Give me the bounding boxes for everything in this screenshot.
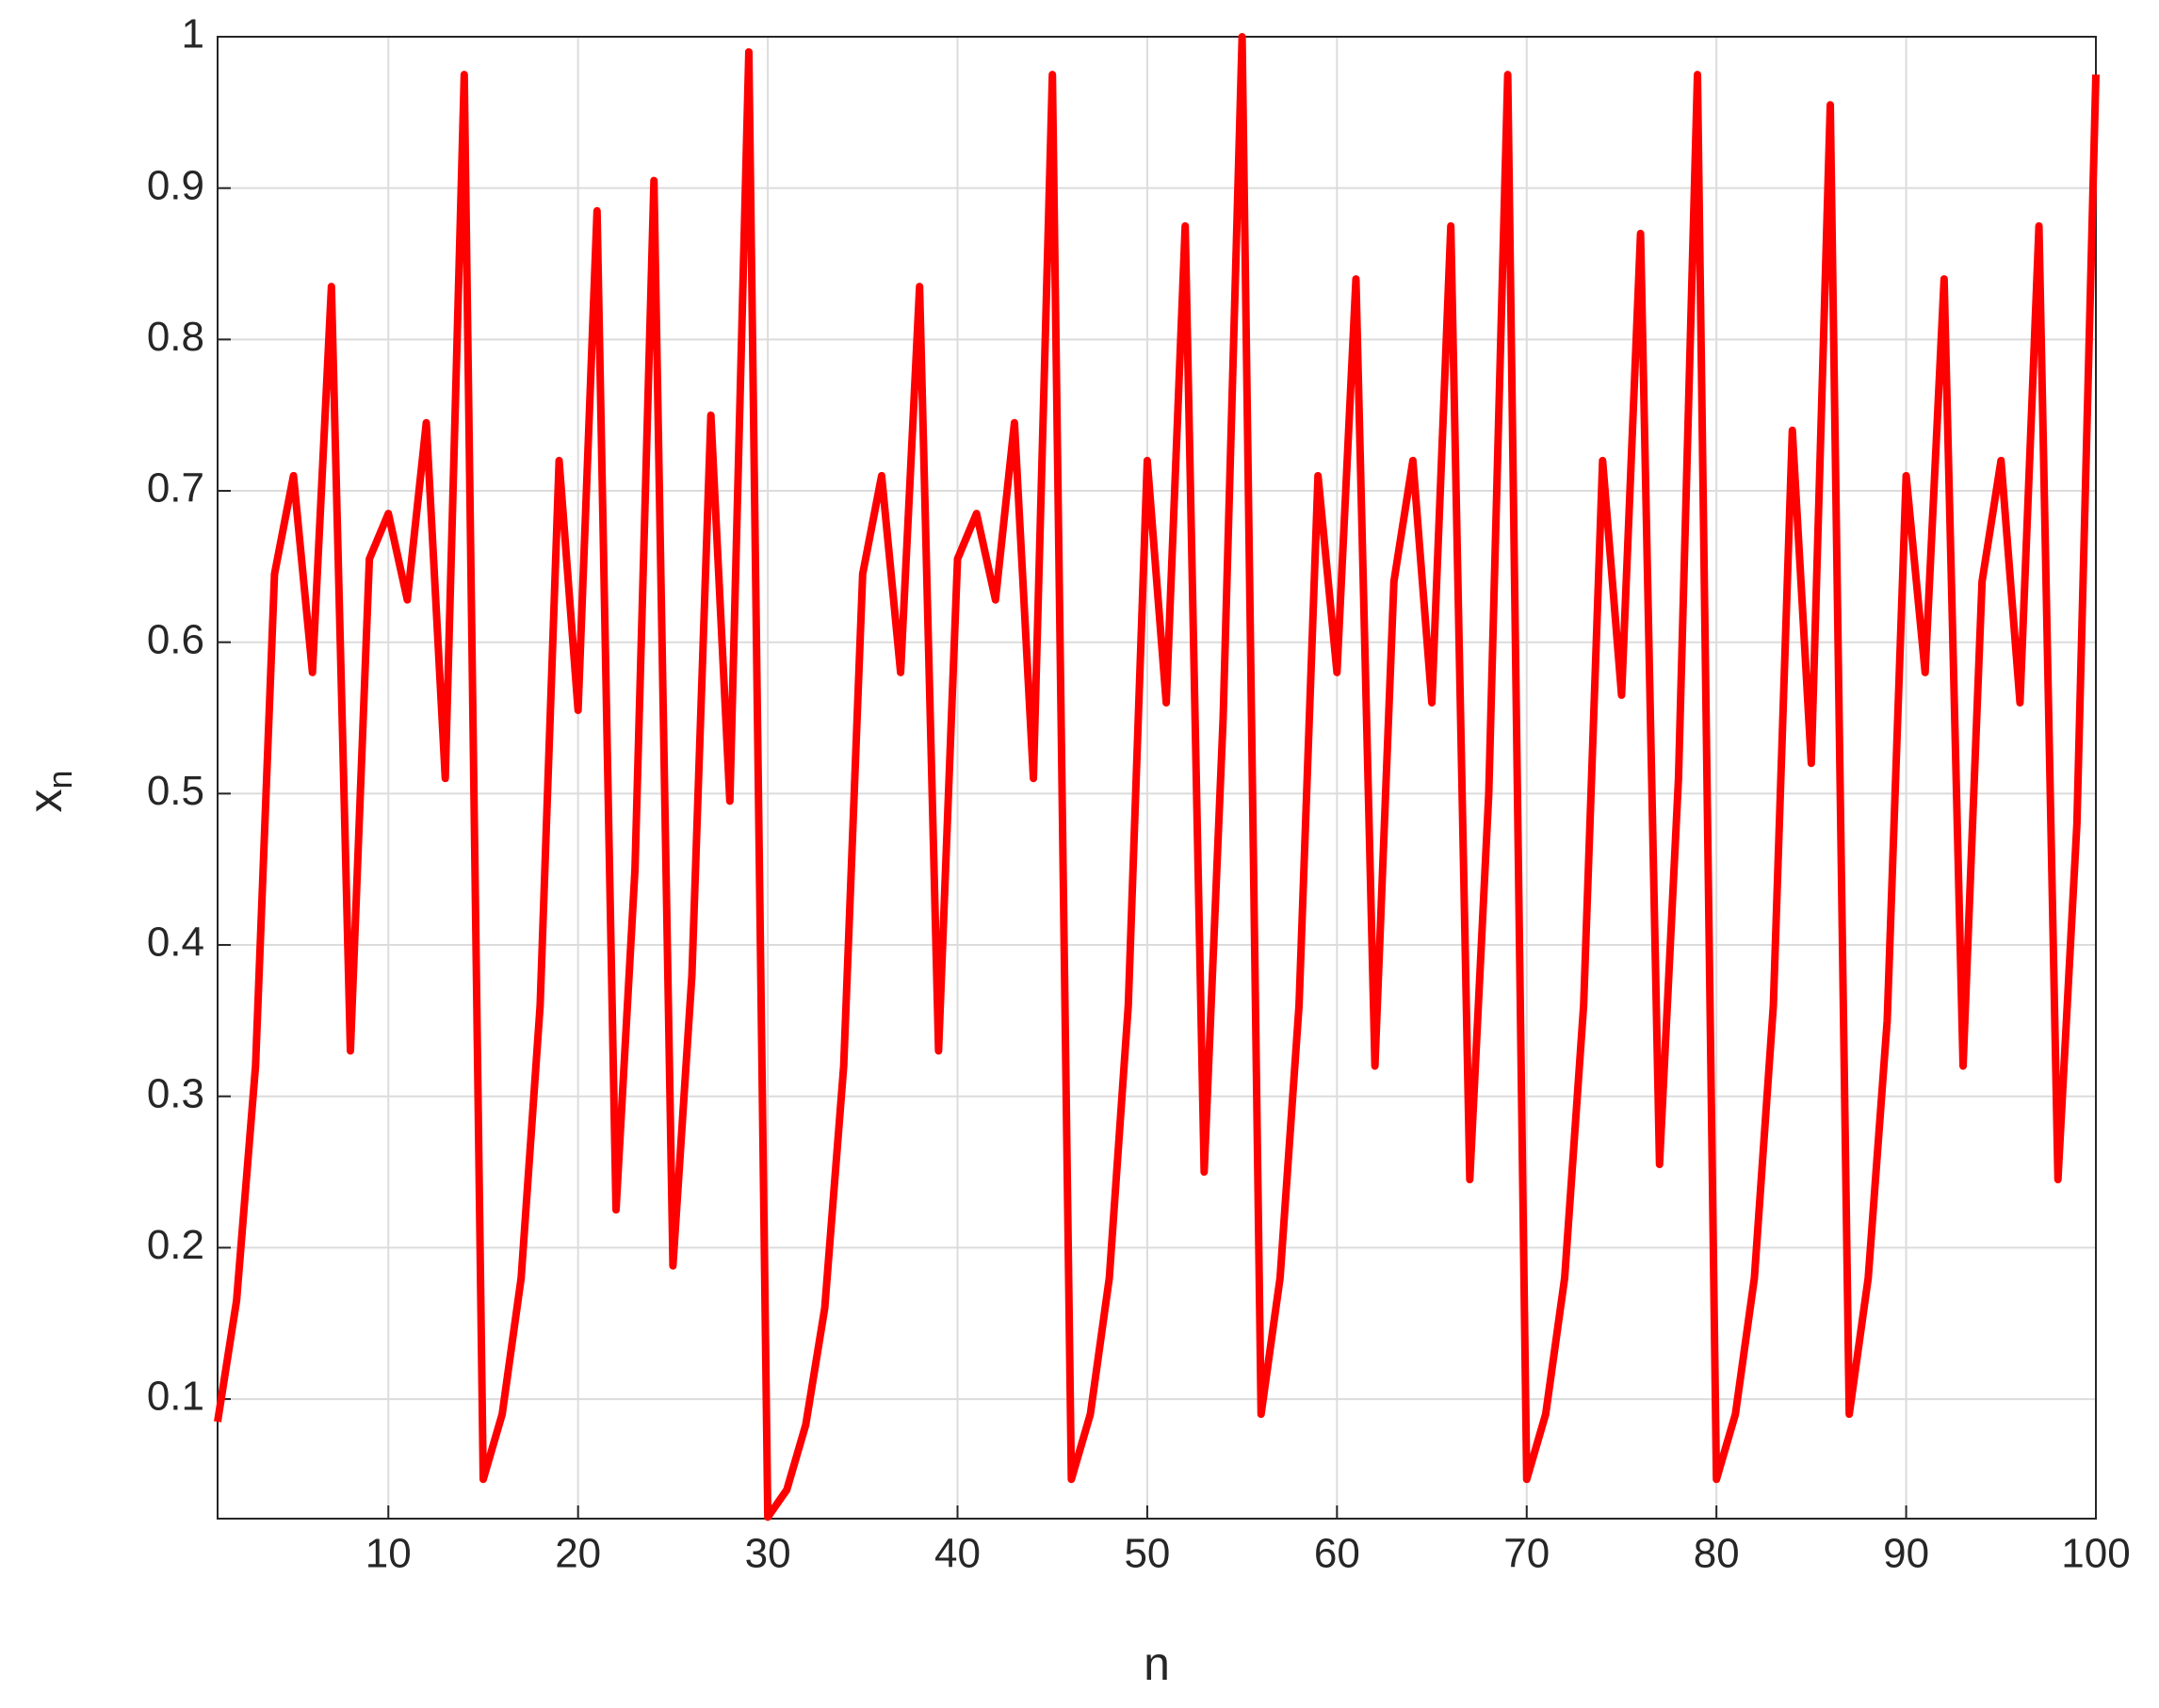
x-tick-label: 80 [1694, 1531, 1740, 1577]
x-tick-label: 20 [555, 1531, 601, 1577]
y-tick-label: 0.4 [147, 919, 204, 966]
y-tick-label: 0.9 [147, 162, 204, 208]
y-tick-label: 0.6 [147, 616, 204, 662]
x-tick-label: 30 [745, 1531, 791, 1577]
y-label-sub: n [41, 770, 79, 789]
y-tick-label: 0.1 [147, 1374, 204, 1420]
y-label-base: x [19, 789, 72, 813]
x-tick-label: 90 [1883, 1531, 1929, 1577]
x-tick-label: 60 [1314, 1531, 1360, 1577]
plot-frame [217, 36, 2097, 1520]
y-axis-label: xn [19, 770, 78, 812]
y-tick-label: 0.3 [147, 1070, 204, 1116]
y-tick-label: 1 [182, 11, 204, 57]
y-tick-label: 0.2 [147, 1222, 204, 1268]
x-tick-label: 10 [365, 1531, 412, 1577]
x-tick-label: 40 [934, 1531, 981, 1577]
x-axis-label: n [1144, 1637, 1170, 1690]
y-tick-label: 0.8 [147, 314, 204, 360]
y-tick-label: 0.5 [147, 768, 204, 814]
x-tick-label: 70 [1503, 1531, 1550, 1577]
x-tick-label: 100 [2061, 1531, 2130, 1577]
y-tick-label: 0.7 [147, 465, 204, 512]
x-tick-label: 50 [1124, 1531, 1170, 1577]
data-line [214, 33, 2100, 1521]
